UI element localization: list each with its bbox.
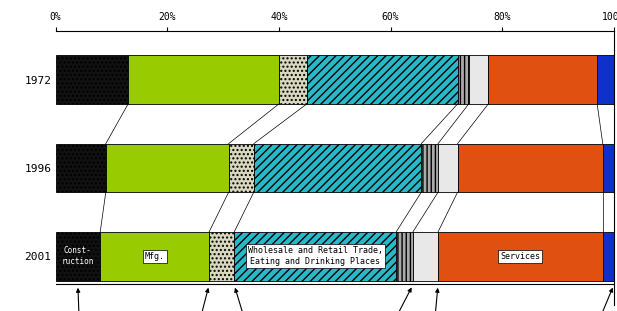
Bar	[307, 55, 458, 104]
Bar	[396, 232, 413, 281]
Text: Wholesale and Retail Trade,
Eating and Drinking Places: Wholesale and Retail Trade, Eating and D…	[247, 246, 383, 266]
Bar	[413, 232, 438, 281]
Text: Electricity,
Gas, Heat
Supply and
Water: Electricity, Gas, Heat Supply and Water	[160, 289, 220, 311]
Bar	[209, 232, 234, 281]
Text: Government, n.e.c.: Government, n.e.c.	[544, 289, 617, 311]
Bar	[458, 144, 603, 192]
Bar	[106, 144, 229, 192]
Bar	[603, 144, 614, 192]
Bar	[458, 55, 469, 104]
Text: Services: Services	[500, 252, 540, 261]
Bar	[229, 144, 254, 192]
Bar	[279, 55, 307, 104]
Bar	[488, 55, 597, 104]
Bar	[254, 144, 421, 192]
Bar	[438, 232, 603, 281]
Text: Agriculture,
Forestry and
Fisheries, and
Mining: Agriculture, Forestry and Fisheries, and…	[46, 289, 115, 311]
Bar	[469, 55, 488, 104]
Bar	[234, 232, 396, 281]
Bar	[421, 144, 438, 192]
Text: Const-
ruction: Const- ruction	[62, 246, 94, 266]
Bar	[56, 232, 100, 281]
Bar	[56, 144, 106, 192]
Text: Finance and
Insurance: Finance and Insurance	[352, 289, 411, 311]
Bar	[597, 55, 614, 104]
Bar	[56, 55, 128, 104]
Text: Transport and
Communications: Transport and Communications	[219, 289, 289, 311]
Bar	[438, 144, 458, 192]
Bar	[603, 232, 614, 281]
Bar	[128, 55, 279, 104]
Text: Mfg.: Mfg.	[144, 252, 165, 261]
Text: Real Estate: Real Estate	[405, 289, 460, 311]
Bar	[100, 232, 209, 281]
